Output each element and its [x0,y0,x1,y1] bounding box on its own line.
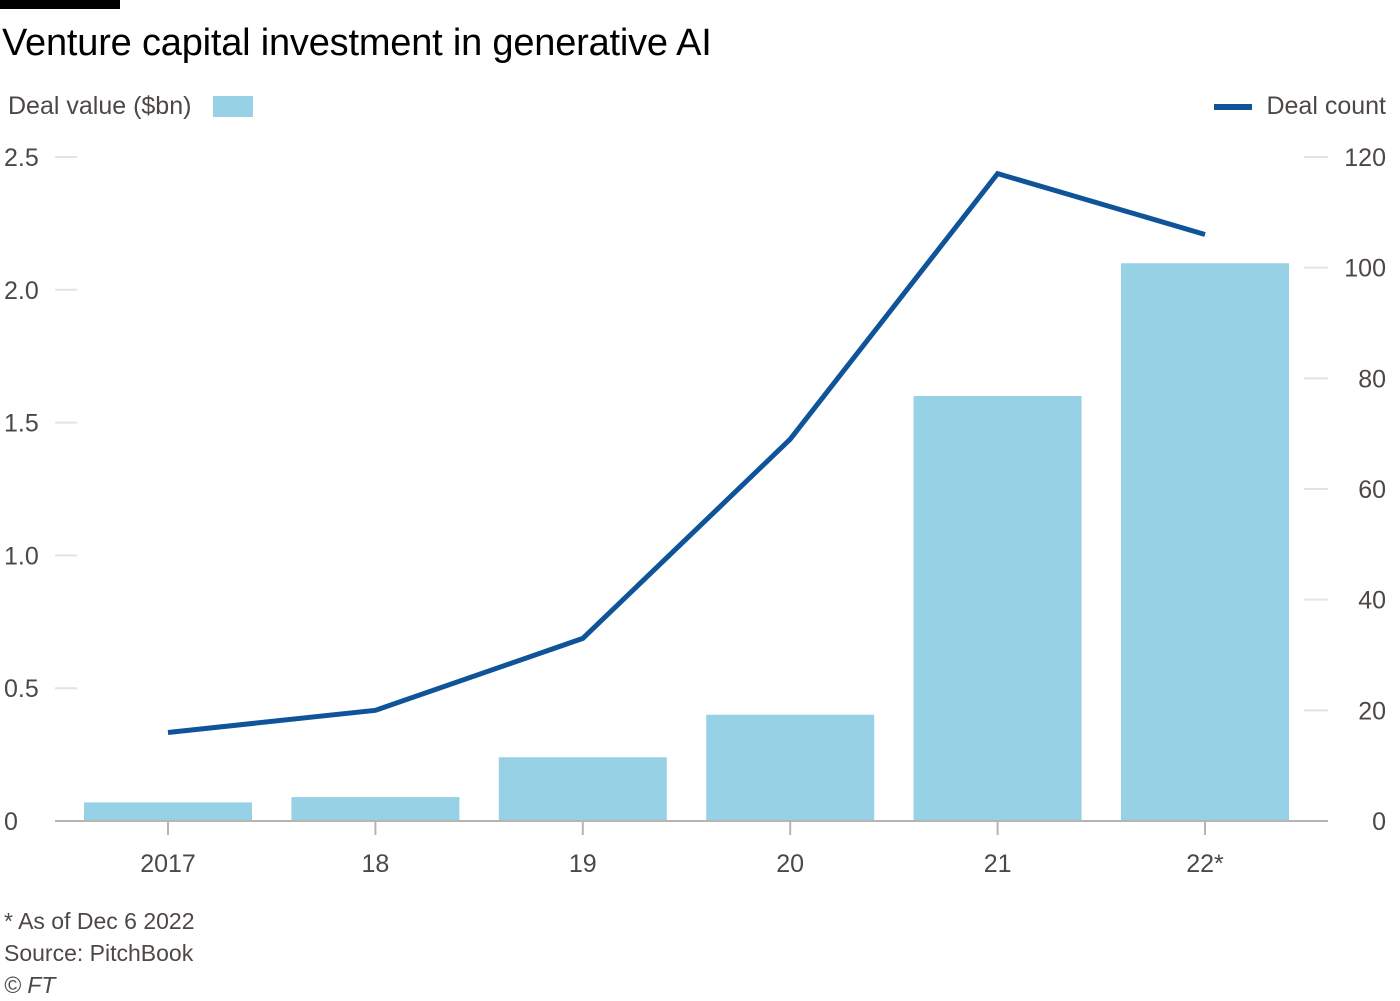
source-note: Source: PitchBook [4,940,194,966]
left-tick-label: 2.5 [4,144,39,172]
legend-line-label: Deal count [1266,92,1386,120]
bar [498,757,667,821]
bar [84,802,252,821]
bar [1121,263,1289,821]
copyright-note: © FT [4,972,56,998]
footnote: * As of Dec 6 2022 [4,908,195,934]
x-tick-label: 21 [984,850,1012,878]
x-tick-label: 2017 [140,850,196,878]
x-tick-label: 22* [1186,850,1224,878]
left-tick-label: 0 [4,808,18,836]
right-tick-label: 100 [1344,255,1386,283]
x-tick-label: 19 [569,850,597,878]
left-tick-label: 2.0 [4,277,39,305]
left-tick-label: 1.5 [4,410,39,438]
legend-bars-label: Deal value ($bn) [8,92,192,120]
left-tick-label: 1.0 [4,542,39,570]
right-tick-label: 60 [1358,476,1386,504]
right-tick-label: 20 [1358,697,1386,725]
right-tick-label: 120 [1344,144,1386,172]
legend-line-swatch [1214,103,1253,110]
deal-count-line [167,170,1206,735]
right-tick-label: 40 [1358,587,1386,615]
chart-footer: * As of Dec 6 2022 Source: PitchBook © F… [4,905,195,1001]
brand-bar [0,0,120,9]
left-tick-label: 0.5 [4,675,39,703]
legend-bars: Deal value ($bn) [8,92,254,121]
right-tick-label: 0 [1372,808,1386,836]
x-tick-label: 20 [776,850,804,878]
bar [706,714,875,821]
x-tick-label: 18 [361,850,389,878]
legend-line: Deal count [1214,92,1386,121]
chart-title: Venture capital investment in generative… [2,22,712,64]
bar [291,797,460,821]
legend-bars-swatch [213,96,254,117]
bar [913,396,1082,821]
right-tick-label: 80 [1358,365,1386,393]
